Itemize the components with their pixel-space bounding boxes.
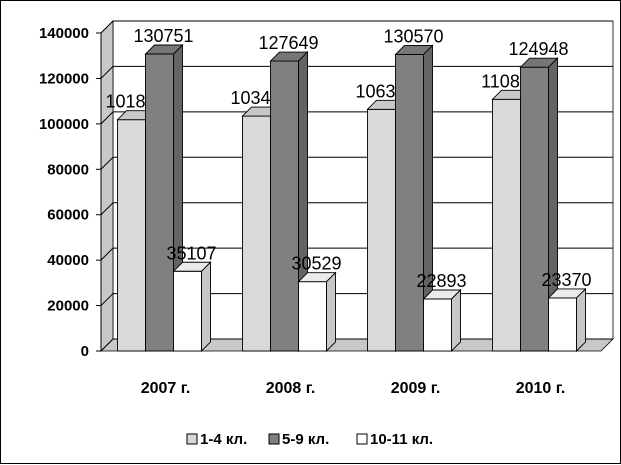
x-tick-label: 2008 г. [266,380,316,397]
data-label: 35107 [166,243,216,263]
x-tick-label: 2010 г. [516,380,566,397]
gridline [100,247,613,261]
data-label: 127649 [258,33,318,53]
bar-side [451,288,461,353]
gridline [100,111,613,125]
gridline [100,20,613,34]
y-tick-label: 140000 [39,25,89,42]
legend-swatch [356,433,368,445]
bar [520,66,549,352]
data-label: 124948 [508,39,568,59]
data-label: 130570 [383,26,443,46]
bar [492,98,521,352]
bar-side [326,271,336,353]
data-label: 22893 [416,271,466,291]
data-label: 130751 [133,26,193,46]
data-label: 30529 [291,254,341,274]
bar [173,270,202,352]
legend-label: 10-11 кл. [370,431,433,448]
y-tick-label: 60000 [47,207,89,224]
gridline [100,65,613,79]
y-tick-label: 80000 [47,161,89,178]
y-tick-label: 40000 [47,252,89,269]
legend-swatch [186,433,198,445]
bar [117,119,146,352]
y-tick-label: 20000 [47,298,89,315]
bar-side [201,261,211,353]
gridline [100,202,613,216]
bar [395,53,424,352]
x-tick-label: 2009 г. [391,380,441,397]
bar [270,60,299,352]
x-tick-label: 2007 г. [141,380,191,397]
bar [423,298,452,352]
y-tick-label: 0 [81,343,89,360]
legend-swatch [268,433,280,445]
bar [242,115,271,352]
legend-label: 1-4 кл. [200,431,247,448]
y-tick-label: 120000 [39,70,89,87]
bar [298,281,327,352]
bar [367,108,396,352]
gridline [100,156,613,170]
y-tick-label: 100000 [39,116,89,133]
bar [145,53,174,352]
bar [548,297,577,352]
data-label: 23370 [541,270,591,290]
plot-side-wall [100,20,114,352]
legend-label: 5-9 кл. [282,431,329,448]
bar-side [576,287,586,353]
